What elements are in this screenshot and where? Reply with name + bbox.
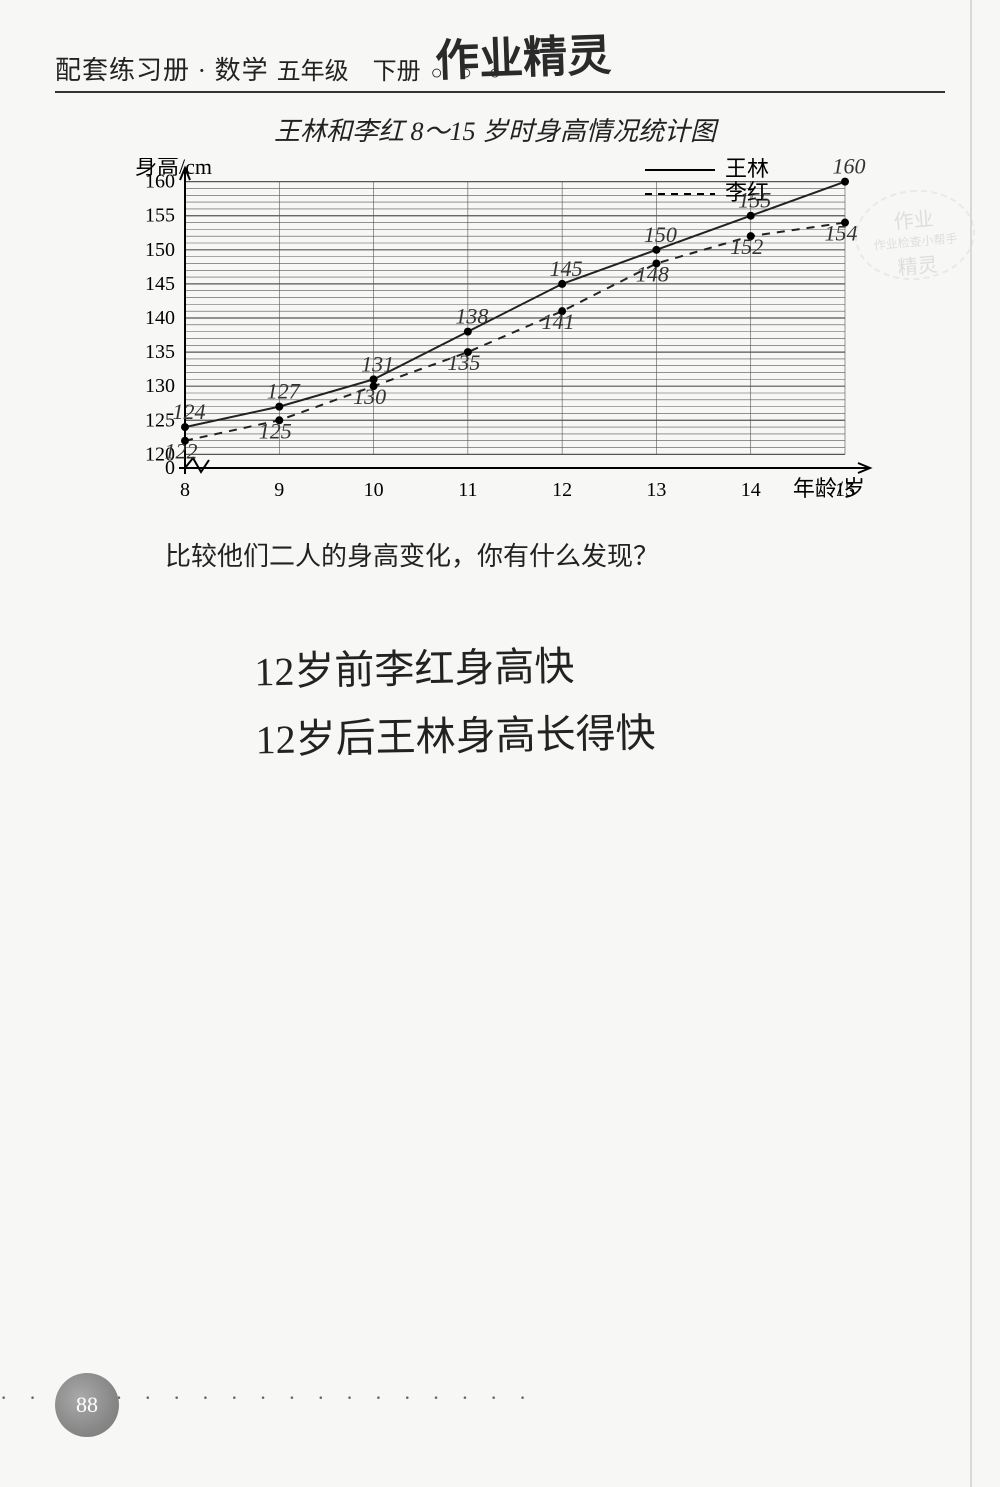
svg-text:155: 155 <box>738 188 771 213</box>
svg-text:150: 150 <box>145 239 175 261</box>
svg-text:125: 125 <box>259 418 292 443</box>
page-header: 配套练习册 · 数学 五年级 下册 ○ ○ ○ 作业精灵 <box>55 50 945 93</box>
page-content: 配套练习册 · 数学 五年级 下册 ○ ○ ○ 作业精灵 王林和李红 8～15 … <box>55 50 945 769</box>
svg-text:130: 130 <box>353 384 386 409</box>
svg-text:148: 148 <box>636 261 669 286</box>
svg-text:135: 135 <box>447 350 480 375</box>
header-handwriting: 作业精灵 <box>434 19 612 89</box>
svg-text:9: 9 <box>274 479 284 501</box>
svg-text:10: 10 <box>364 479 384 501</box>
book-grade: 五年级 下册 <box>277 51 421 86</box>
svg-text:王林: 王林 <box>725 158 769 181</box>
svg-text:127: 127 <box>267 379 301 404</box>
answer-line-1: 12岁前李红身高快 <box>254 628 875 707</box>
svg-text:154: 154 <box>825 221 858 246</box>
chart-title: 王林和李红 8～15 岁时身高情况统计图 <box>115 111 875 148</box>
svg-text:8: 8 <box>180 479 190 501</box>
chart-svg: 0120125130135140145150155160891011121314… <box>115 158 875 518</box>
line-chart: 0120125130135140145150155160891011121314… <box>115 158 875 518</box>
svg-text:138: 138 <box>455 304 488 329</box>
svg-text:152: 152 <box>730 234 763 259</box>
svg-text:150: 150 <box>644 222 677 247</box>
svg-text:160: 160 <box>833 158 866 179</box>
chart-area: 王林和李红 8～15 岁时身高情况统计图 0120125130135140145… <box>115 111 875 769</box>
book-title: 配套练习册 · 数学 <box>55 50 269 87</box>
footer-dots: · · · · · · · · · · · · · · · · · · · <box>0 1385 300 1411</box>
svg-text:155: 155 <box>145 205 175 227</box>
handwritten-answer: 12岁前李红身高快 12岁后王林身高长得快 <box>254 628 876 775</box>
svg-text:145: 145 <box>550 256 583 281</box>
svg-text:124: 124 <box>173 399 206 424</box>
svg-text:131: 131 <box>361 351 394 376</box>
page-number: 88 <box>76 1392 98 1418</box>
svg-text:140: 140 <box>145 307 175 329</box>
svg-text:14: 14 <box>741 479 761 501</box>
svg-text:12: 12 <box>552 479 572 501</box>
svg-text:年龄/岁: 年龄/岁 <box>793 476 865 501</box>
svg-text:11: 11 <box>458 479 477 501</box>
page-number-badge: 88 <box>55 1373 119 1437</box>
svg-text:13: 13 <box>646 479 666 501</box>
answer-line-2: 12岁后王林身高长得快 <box>255 696 876 775</box>
svg-text:145: 145 <box>145 273 175 295</box>
svg-text:135: 135 <box>145 341 175 363</box>
svg-text:141: 141 <box>542 309 575 334</box>
svg-text:122: 122 <box>165 439 198 464</box>
question-text: 比较他们二人的身高变化，你有什么发现？ <box>165 536 875 573</box>
svg-text:身高/cm: 身高/cm <box>135 158 212 179</box>
svg-text:130: 130 <box>145 375 175 397</box>
svg-text:125: 125 <box>145 409 175 431</box>
